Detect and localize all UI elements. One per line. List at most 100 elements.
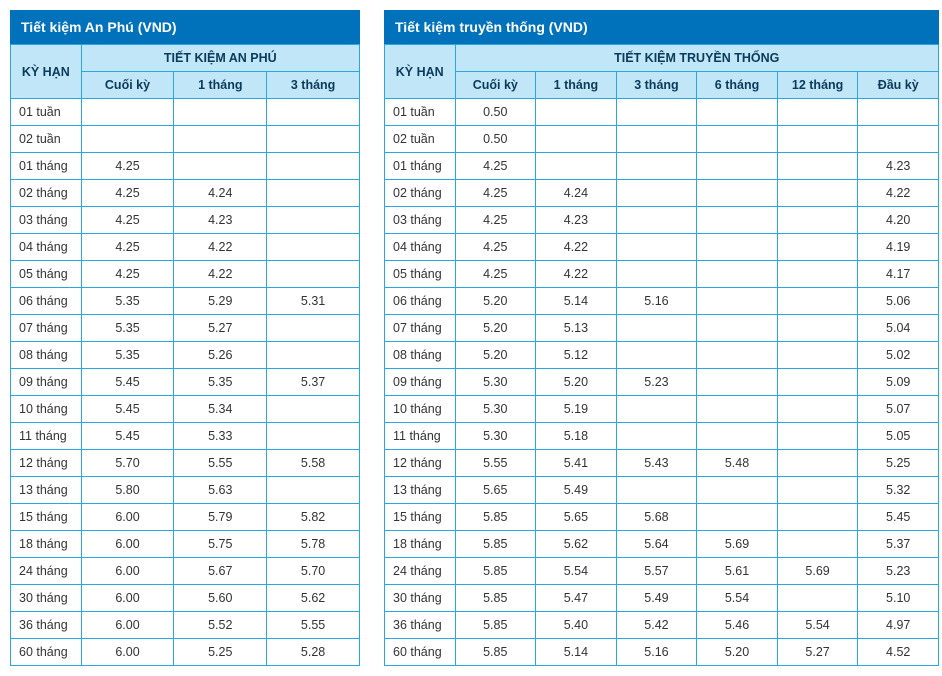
term-cell: 10 tháng	[385, 396, 456, 423]
rate-cell: 0.50	[455, 126, 536, 153]
rate-cell: 4.22	[174, 234, 267, 261]
table-row: 06 tháng5.205.145.165.06	[385, 288, 939, 315]
term-cell: 13 tháng	[11, 477, 82, 504]
table-row: 01 tháng4.254.23	[385, 153, 939, 180]
table-row: 60 tháng5.855.145.165.205.274.52	[385, 639, 939, 666]
rate-cell: 5.20	[455, 288, 536, 315]
rate-cell: 4.22	[536, 261, 617, 288]
rate-cell: 4.22	[858, 180, 939, 207]
term-cell: 02 tuần	[385, 126, 456, 153]
table-row: 07 tháng5.355.27	[11, 315, 360, 342]
rate-cell: 5.37	[267, 369, 360, 396]
rate-cell: 5.14	[536, 288, 617, 315]
rate-cell	[81, 126, 174, 153]
rate-cell: 6.00	[81, 585, 174, 612]
table-row: 09 tháng5.305.205.235.09	[385, 369, 939, 396]
rate-cell: 5.75	[174, 531, 267, 558]
rate-cell: 5.27	[174, 315, 267, 342]
term-cell: 18 tháng	[385, 531, 456, 558]
right-col-1: 1 tháng	[536, 72, 617, 99]
rate-cell	[174, 99, 267, 126]
rate-cell: 5.45	[858, 504, 939, 531]
rate-cell	[267, 180, 360, 207]
rate-cell	[777, 288, 858, 315]
rate-cell: 5.23	[858, 558, 939, 585]
rate-cell	[267, 477, 360, 504]
table-row: 12 tháng5.705.555.58	[11, 450, 360, 477]
rate-cell: 5.45	[81, 396, 174, 423]
rate-cell: 6.00	[81, 531, 174, 558]
term-cell: 15 tháng	[385, 504, 456, 531]
rate-cell	[536, 153, 617, 180]
term-cell: 11 tháng	[11, 423, 82, 450]
rate-cell	[777, 531, 858, 558]
rate-cell	[267, 207, 360, 234]
table-row: 10 tháng5.455.34	[11, 396, 360, 423]
rate-cell: 5.30	[455, 396, 536, 423]
rate-cell	[616, 342, 697, 369]
rate-cell: 5.52	[174, 612, 267, 639]
table-row: 24 tháng6.005.675.70	[11, 558, 360, 585]
rate-cell: 4.24	[174, 180, 267, 207]
rate-cell: 5.69	[697, 531, 778, 558]
rate-cell	[267, 234, 360, 261]
rate-cell: 5.80	[81, 477, 174, 504]
table-row: 06 tháng5.355.295.31	[11, 288, 360, 315]
rate-cell: 5.55	[174, 450, 267, 477]
table-row: 24 tháng5.855.545.575.615.695.23	[385, 558, 939, 585]
rate-cell: 5.20	[697, 639, 778, 666]
rate-cell: 5.69	[777, 558, 858, 585]
term-cell: 30 tháng	[11, 585, 82, 612]
table-row: 11 tháng5.305.185.05	[385, 423, 939, 450]
an-phu-table-block: Tiết kiệm An Phú (VND) KỲ HẠN TIẾT KIỆM …	[10, 10, 360, 666]
term-cell: 11 tháng	[385, 423, 456, 450]
rate-cell: 5.29	[174, 288, 267, 315]
rate-cell: 5.25	[174, 639, 267, 666]
table-row: 09 tháng5.455.355.37	[11, 369, 360, 396]
rate-cell: 4.25	[81, 180, 174, 207]
rate-cell	[697, 234, 778, 261]
rate-cell	[697, 423, 778, 450]
table-row: 18 tháng6.005.755.78	[11, 531, 360, 558]
table-row: 11 tháng5.455.33	[11, 423, 360, 450]
table-row: 36 tháng6.005.525.55	[11, 612, 360, 639]
table-row: 36 tháng5.855.405.425.465.544.97	[385, 612, 939, 639]
tables-container: Tiết kiệm An Phú (VND) KỲ HẠN TIẾT KIỆM …	[10, 10, 942, 666]
rate-cell	[777, 261, 858, 288]
table-row: 01 tuần0.50	[385, 99, 939, 126]
rate-cell: 4.19	[858, 234, 939, 261]
term-cell: 08 tháng	[385, 342, 456, 369]
rate-cell: 5.46	[697, 612, 778, 639]
term-cell: 09 tháng	[385, 369, 456, 396]
rate-cell	[777, 315, 858, 342]
rate-cell	[536, 126, 617, 153]
rate-cell	[267, 126, 360, 153]
table-row: 18 tháng5.855.625.645.695.37	[385, 531, 939, 558]
rate-cell	[697, 315, 778, 342]
rate-cell	[174, 126, 267, 153]
term-cell: 18 tháng	[11, 531, 82, 558]
rate-cell: 5.82	[267, 504, 360, 531]
truyen-thong-col-headers: Cuối kỳ1 tháng3 tháng6 tháng12 thángĐầu …	[385, 72, 939, 99]
rate-cell: 5.31	[267, 288, 360, 315]
rate-cell: 5.79	[174, 504, 267, 531]
term-cell: 15 tháng	[11, 504, 82, 531]
rate-cell: 5.78	[267, 531, 360, 558]
rate-cell: 4.22	[536, 234, 617, 261]
rate-cell	[777, 369, 858, 396]
term-cell: 01 tuần	[385, 99, 456, 126]
rate-cell	[777, 585, 858, 612]
rate-cell: 5.10	[858, 585, 939, 612]
rate-cell: 5.05	[858, 423, 939, 450]
term-cell: 24 tháng	[385, 558, 456, 585]
term-cell: 36 tháng	[385, 612, 456, 639]
an-phu-group-header: TIẾT KIỆM AN PHÚ	[81, 45, 359, 72]
rate-cell: 4.25	[81, 207, 174, 234]
rate-cell: 5.62	[267, 585, 360, 612]
rate-cell: 5.47	[536, 585, 617, 612]
truyen-thong-tbody: 01 tuần0.5002 tuần0.5001 tháng4.254.2302…	[385, 99, 939, 666]
rate-cell	[777, 234, 858, 261]
rate-cell: 4.52	[858, 639, 939, 666]
rate-cell: 5.30	[455, 423, 536, 450]
rate-cell	[616, 477, 697, 504]
